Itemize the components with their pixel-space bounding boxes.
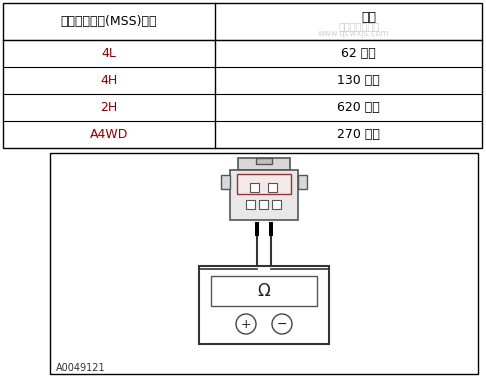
Text: 62 欧姆: 62 欧姆 <box>341 47 376 60</box>
Text: −: − <box>277 317 287 331</box>
Text: A0049121: A0049121 <box>56 363 105 373</box>
Bar <box>255 222 259 236</box>
Text: Ω: Ω <box>258 282 270 300</box>
Bar <box>250 183 259 192</box>
Bar <box>256 158 272 164</box>
Bar <box>246 200 255 209</box>
Bar <box>298 175 307 189</box>
Circle shape <box>236 314 256 334</box>
Text: 模式选择开关(MSS)位置: 模式选择开关(MSS)位置 <box>61 15 157 28</box>
Bar <box>221 175 230 189</box>
Text: 270 欧姆: 270 欧姆 <box>337 128 380 141</box>
Circle shape <box>272 314 292 334</box>
Text: 130 欧姆: 130 欧姆 <box>337 74 380 87</box>
Text: www.qcwxjs.com: www.qcwxjs.com <box>318 29 389 38</box>
Bar <box>199 266 329 344</box>
Bar <box>272 200 281 209</box>
Bar <box>268 183 277 192</box>
Text: 电阻: 电阻 <box>361 11 376 23</box>
Text: 4H: 4H <box>101 74 118 87</box>
Text: 汽车维修技术网: 汽车维修技术网 <box>338 21 379 31</box>
Bar <box>237 174 291 194</box>
Bar <box>3 3 482 148</box>
Text: 620 欧姆: 620 欧姆 <box>337 101 380 114</box>
Bar <box>230 170 298 220</box>
Text: A4WD: A4WD <box>90 128 128 141</box>
Bar <box>238 158 290 170</box>
Bar <box>259 200 268 209</box>
Bar <box>211 276 317 306</box>
Bar <box>269 222 273 236</box>
Text: 4L: 4L <box>102 47 117 60</box>
Text: +: + <box>241 317 251 331</box>
Bar <box>50 153 478 374</box>
Text: 2H: 2H <box>101 101 118 114</box>
